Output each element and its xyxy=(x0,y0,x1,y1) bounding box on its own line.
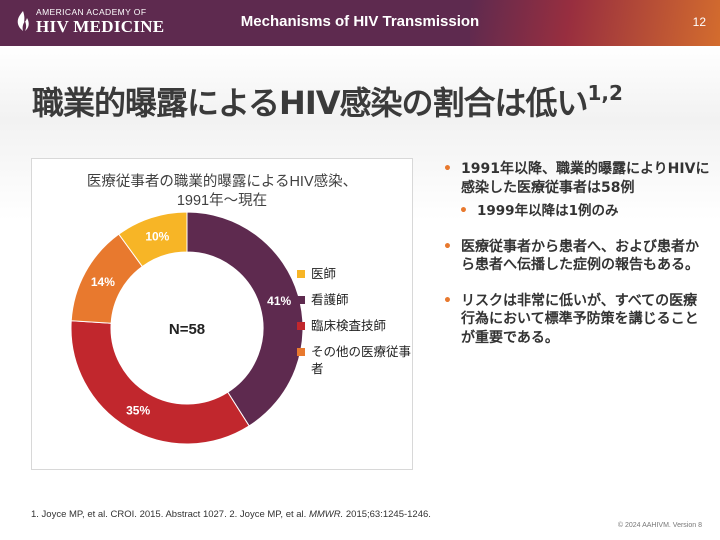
legend-swatch xyxy=(297,296,305,304)
bullet-item: • 医療従事者から患者へ、および患者から患者へ伝播した症例の報告もある。 xyxy=(441,238,711,275)
legend-item: その他の医療従事者 xyxy=(297,343,421,377)
footnote-part1: 1. Joyce MP, et al. CROI. 2015. Abstract… xyxy=(31,509,309,520)
chart-title-line1: 医療従事者の職業的曝露によるHIV感染、 xyxy=(86,174,358,190)
legend-swatch xyxy=(297,270,305,278)
donut-chart-panel: 医療従事者の職業的曝露によるHIV感染、 1991年～現在 41% 35% 14% 1… xyxy=(31,158,413,470)
donut-chart: 41% 35% 14% 10% N=58 xyxy=(70,211,304,445)
copyright-notice: © 2024 AAHIVM. Version 8 xyxy=(617,522,702,529)
bullet-item: • 1991年以降、職業的曝露によりHIVに感染した医療従事者は58例 xyxy=(441,160,711,197)
bullet-dot-icon: • xyxy=(443,292,452,309)
slice-data-label: 14% xyxy=(91,275,115,289)
flame-logo-icon xyxy=(17,11,29,31)
footnote-journal: MMWR. xyxy=(308,509,344,520)
bullet-text: 1999年以降は1例のみ xyxy=(477,203,619,219)
legend-swatch xyxy=(297,348,305,356)
slice-data-label: 10% xyxy=(145,230,169,244)
chart-title: 医療従事者の職業的曝露によるHIV感染、 1991年～現在 xyxy=(32,173,412,211)
legend-item: 臨床検査技師 xyxy=(297,317,421,334)
legend-label: 臨床検査技師 xyxy=(311,318,387,333)
page-number: 12 xyxy=(692,15,706,29)
chart-legend: 医師看護師臨床検査技師その他の医療従事者 xyxy=(297,265,421,386)
chart-title-line2: 1991年～現在 xyxy=(176,193,268,209)
donut-slice xyxy=(70,320,250,445)
footnote-references: 1. Joyce MP, et al. CROI. 2015. Abstract… xyxy=(31,509,431,520)
header-bar: AMERICAN ACADEMY OF HIV MEDICINE Mechani… xyxy=(0,0,720,46)
legend-label: 医師 xyxy=(311,266,337,281)
bullet-dot-icon: • xyxy=(443,238,452,255)
slide-title-reference: 1,2 xyxy=(587,81,623,105)
legend-item: 医師 xyxy=(297,265,421,282)
slice-data-label: 35% xyxy=(126,404,150,418)
donut-center-label: N=58 xyxy=(169,321,205,338)
header-title: Mechanisms of HIV Transmission xyxy=(240,13,480,30)
legend-swatch xyxy=(297,322,305,330)
bullet-text: 1991年以降、職業的曝露によりHIVに感染した医療従事者は58例 xyxy=(461,161,710,196)
slide-title-text: 職業的曝露によるHIV感染の割合は低い xyxy=(32,84,588,122)
legend-label: 看護師 xyxy=(311,292,349,307)
sub-bullet-item: • 1999年以降は1例のみ xyxy=(441,202,711,221)
bullet-dot-icon: • xyxy=(459,203,468,219)
slide-title: 職業的曝露によるHIV感染の割合は低い1,2 xyxy=(32,78,623,124)
legend-label: その他の医療従事者 xyxy=(311,344,412,376)
bullet-text: リスクは非常に低いが、すべての医療行為において標準予防策を講じることが重要である… xyxy=(461,292,699,346)
bullet-item: • リスクは非常に低いが、すべての医療行為において標準予防策を講じることが重要であ… xyxy=(441,292,711,348)
bullet-text: 医療従事者から患者へ、および患者から患者へ伝播した症例の報告もある。 xyxy=(461,238,699,274)
bullet-dot-icon: • xyxy=(443,161,452,177)
donut-slice xyxy=(186,211,304,427)
slice-data-label: 41% xyxy=(267,294,291,308)
footnote-part3: 2015;63:1245-1246. xyxy=(343,509,431,520)
logo-main-text: HIV MEDICINE xyxy=(36,17,165,36)
bullet-list: • 1991年以降、職業的曝露によりHIVに感染した医療従事者は58例 • 1999年… xyxy=(441,160,711,364)
logo-top-text: AMERICAN ACADEMY OF xyxy=(36,7,147,17)
donut-slice xyxy=(118,211,188,268)
header-decorative-stripe xyxy=(470,0,720,46)
legend-item: 看護師 xyxy=(297,291,421,308)
